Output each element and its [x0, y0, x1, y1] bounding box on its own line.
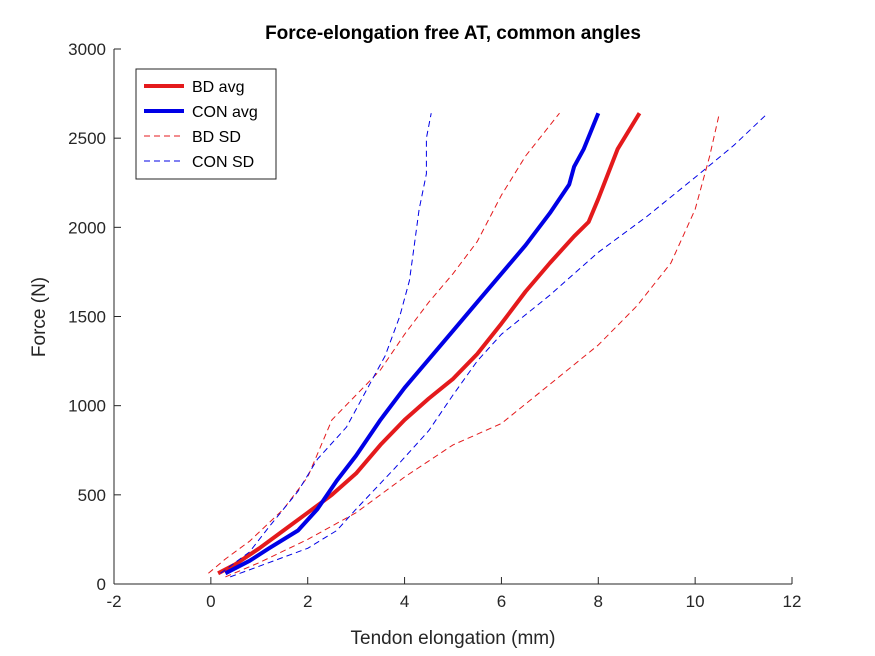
x-tick-label: 6	[497, 592, 506, 611]
x-tick-label: 12	[783, 592, 802, 611]
plot-lines	[208, 112, 769, 578]
y-tick-label: 1000	[68, 397, 106, 416]
x-tick-label: 10	[686, 592, 705, 611]
series-line-bd-sd	[208, 112, 560, 574]
y-tick-label: 500	[78, 486, 106, 505]
y-tick-label: 0	[97, 575, 106, 594]
legend-entry-label: CON avg	[192, 104, 258, 121]
y-tick-label: 1500	[68, 308, 106, 327]
legend-entry-label: BD avg	[192, 79, 244, 96]
y-axis-label: Force (N)	[29, 277, 50, 357]
x-axis-label: Tendon elongation (mm)	[351, 628, 556, 649]
chart-title: Force-elongation free AT, common angles	[265, 23, 641, 44]
series-line-series-5-extra	[230, 112, 769, 578]
series-line-bd-avg	[217, 112, 642, 576]
series-line-series-4-extra	[225, 113, 720, 578]
x-tick-label: 2	[303, 592, 312, 611]
y-tick-label: 2500	[68, 129, 106, 148]
legend-entry-label: CON SD	[192, 154, 254, 171]
series-line-con-sd	[220, 113, 432, 574]
series-line-con-avg	[224, 112, 601, 576]
x-tick-label: 4	[400, 592, 409, 611]
legend: BD avg CON avg BD SD CON SD	[135, 68, 277, 180]
x-tick-label: 0	[206, 592, 215, 611]
y-tick-label: 3000	[68, 40, 106, 59]
x-tick-label: -2	[106, 592, 121, 611]
x-tick-label: 8	[594, 592, 603, 611]
legend-entry-label: BD SD	[192, 129, 241, 146]
y-tick-label: 2000	[68, 218, 106, 237]
